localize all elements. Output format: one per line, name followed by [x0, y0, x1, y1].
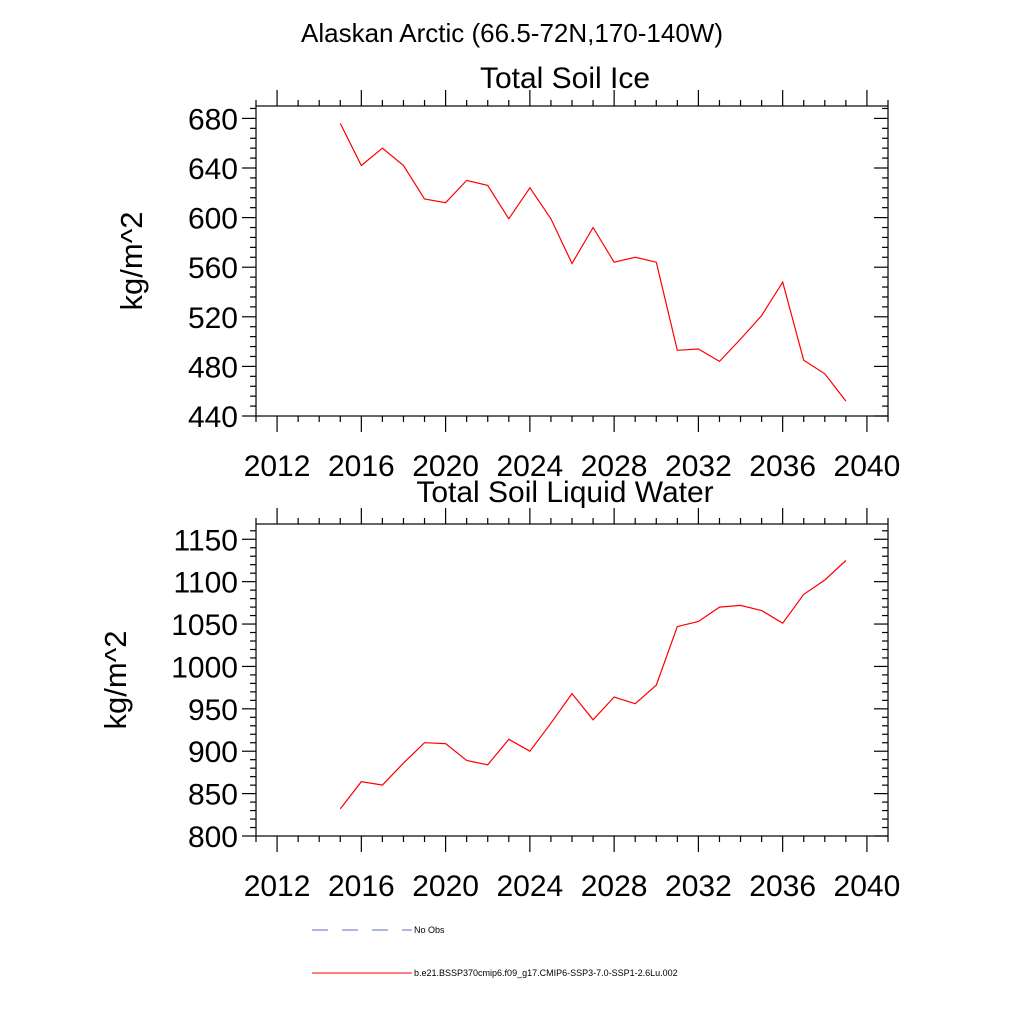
y-axis-label: kg/m^2 — [114, 212, 149, 311]
series-line — [339, 123, 847, 402]
x-tick-label: 2032 — [665, 870, 732, 903]
legend: No Obs b.e21.BSSP370cmip6.f09_g17.CMIP6-… — [312, 925, 678, 978]
y-tick-label: 950 — [188, 694, 238, 727]
x-axis-ticks: 2012 2016 2020 2024 2028 2032 2036 2040 — [244, 90, 901, 483]
x-tick-label: 2020 — [412, 450, 479, 483]
x-tick-label: 2024 — [496, 870, 563, 903]
y-tick-label: 1050 — [171, 609, 238, 642]
y-tick-label: 1000 — [171, 651, 238, 684]
y-tick-label: 800 — [188, 821, 238, 854]
y-tick-label: 640 — [188, 153, 238, 186]
legend-item-model-run: b.e21.BSSP370cmip6.f09_g17.CMIP6-SSP3-7.… — [312, 968, 678, 978]
y-axis-ticks: 440 480 520 560 600 640 680 — [188, 103, 888, 434]
x-tick-label: 2020 — [412, 870, 479, 903]
panel-title: Total Soil Liquid Water — [416, 476, 713, 509]
y-tick-label: 1150 — [173, 524, 238, 557]
x-tick-label: 2028 — [581, 450, 648, 483]
x-tick-label: 2040 — [834, 450, 901, 483]
panel-soil-liquid-water: Total Soil Liquid Water 2012 2016 2020 2024… — [98, 476, 900, 903]
series-line — [339, 560, 847, 810]
y-tick-label: 600 — [188, 203, 238, 236]
series-group — [339, 123, 847, 402]
x-tick-label: 2012 — [244, 450, 311, 483]
y-tick-label: 1100 — [173, 567, 238, 600]
y-tick-label: 850 — [188, 779, 238, 812]
x-tick-label: 2036 — [749, 870, 816, 903]
y-axis-label: kg/m^2 — [98, 631, 133, 730]
x-tick-label: 2028 — [581, 870, 648, 903]
figure-title: Alaskan Arctic (66.5-72N,170-140W) — [301, 18, 723, 48]
panel-title: Total Soil Ice — [480, 62, 650, 95]
plot-frame — [255, 105, 889, 417]
y-tick-label: 520 — [188, 302, 238, 335]
y-axis-ticks: 800 850 900 950 1000 1050 1100 1150 — [171, 524, 888, 854]
legend-label: b.e21.BSSP370cmip6.f09_g17.CMIP6-SSP3-7.… — [414, 968, 678, 978]
legend-label: No Obs — [414, 925, 445, 935]
x-tick-label: 2036 — [749, 450, 816, 483]
x-tick-label: 2032 — [665, 450, 732, 483]
panel-soil-ice: Total Soil Ice 2012 2016 2020 2024 2028 2032 2… — [114, 62, 900, 483]
plot-frame — [255, 523, 889, 837]
x-tick-label: 2040 — [834, 870, 901, 903]
y-tick-label: 900 — [188, 736, 238, 769]
y-tick-label: 680 — [188, 103, 238, 136]
x-tick-label: 2012 — [244, 870, 311, 903]
x-axis-ticks: 2012 2016 2020 2024 2028 2032 2036 2040 — [244, 508, 901, 903]
y-tick-label: 440 — [188, 401, 238, 434]
y-tick-label: 560 — [188, 252, 238, 285]
legend-item-no-obs: No Obs — [312, 925, 445, 935]
x-tick-label: 2024 — [496, 450, 563, 483]
x-tick-label: 2016 — [328, 870, 395, 903]
x-tick-label: 2016 — [328, 450, 395, 483]
series-group — [339, 560, 847, 810]
y-tick-label: 480 — [188, 351, 238, 384]
